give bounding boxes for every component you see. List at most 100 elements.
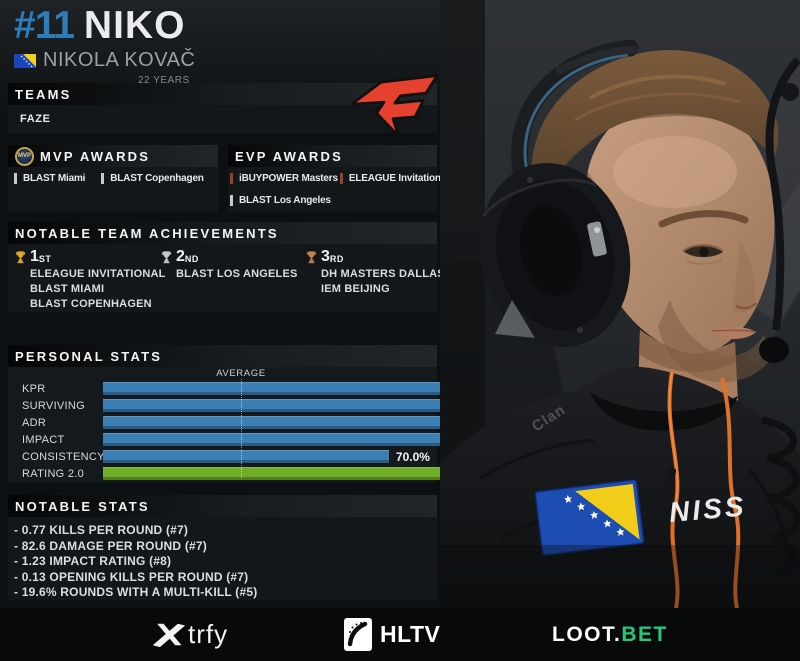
team-name: FAZE [20, 113, 51, 125]
microphone-boom [759, 57, 800, 363]
notable-stat-item: - 82.6 DAMAGE PER ROUND (#7) [14, 538, 207, 553]
coiled-cable [761, 416, 800, 576]
personal-stats-chart: AVERAGE KPR 0.77 SURVIVING 34.0% ADR 82.… [8, 367, 532, 482]
stat-row: SURVIVING 34.0% [8, 397, 498, 414]
place-number: 1 [30, 248, 39, 265]
stat-bar [103, 467, 454, 480]
teams-header: TEAMS [8, 83, 437, 105]
jersey-sponsor-text: NISS [668, 490, 748, 528]
place-number: 3 [321, 248, 330, 265]
mvp-award-item: BLAST Copenhagen [101, 173, 204, 184]
notable-stat-item: - 0.13 OPENING KILLS PER ROUND (#7) [14, 569, 249, 584]
teams-body: FAZE [8, 105, 437, 133]
player-hair [531, 50, 779, 200]
hltv-logo: HLTV [344, 608, 440, 661]
stat-label: CONSISTENCY [22, 450, 105, 463]
player-name-row: NIKOLA KOVAČ [14, 49, 195, 72]
evp-award-item: ELEAGUE Invitational [339, 173, 449, 184]
team-achievements-body: 1 ST ELEAGUE INVITATIONAL BLAST MIAMI BL… [8, 244, 445, 312]
stat-bar [103, 382, 502, 395]
player-rank: #11 [14, 4, 75, 47]
stat-label: ADR [22, 416, 47, 429]
team-achievements-title: NOTABLE TEAM ACHIEVEMENTS [15, 225, 279, 241]
achievement-rank: 2 ND [160, 249, 300, 265]
team-achievements-panel: NOTABLE TEAM ACHIEVEMENTS 1 ST ELEAGUE I… [8, 222, 445, 312]
notable-stat-item: - 0.77 KILLS PER ROUND (#7) [14, 523, 189, 537]
stat-row: CONSISTENCY 70.0% [8, 448, 437, 465]
stat-row: ADR 82.6 [8, 414, 487, 431]
stat-label: KPR [22, 382, 46, 395]
stat-row: IMPACT 1.23 [8, 431, 528, 448]
xtrfy-wordmark: trfy [188, 619, 229, 649]
mvp-awards-header: MVP MVP AWARDS [8, 145, 218, 167]
sponsor-footer: trfy HLTV LOOT.BET [0, 608, 800, 661]
average-label: AVERAGE [216, 368, 266, 379]
evp-awards-panel: EVP AWARDS iBUYPOWER Masters ELEAGUE Inv… [228, 145, 449, 212]
achievement-rank: 3 RD [305, 249, 435, 265]
xtrfy-x-icon [152, 623, 186, 648]
place-suffix: RD [329, 254, 344, 264]
lootbet-suffix: BET [621, 622, 668, 646]
achievement-group-3rd: 3 RD DH MASTERS DALLAS IEM BEIJING [305, 249, 445, 297]
player-real-name: NIKOLA KOVAČ [43, 49, 196, 71]
lootbet-prefix: LOOT. [552, 622, 622, 646]
xtrfy-logo: trfy [150, 608, 228, 661]
teams-panel: TEAMS FAZE [8, 74, 439, 138]
trophy-bronze-icon [306, 251, 317, 264]
hltv-wordmark: HLTV [380, 621, 441, 647]
stat-bar [103, 450, 389, 463]
achievement-rank: 1 ST [14, 249, 156, 265]
mvp-awards-panel: MVP MVP AWARDS BLAST Miami BLAST Copenha… [8, 145, 218, 212]
achievement-items: BLAST LOS ANGELES [176, 267, 300, 282]
personal-stats-panel: PERSONAL STATS AVERAGE KPR 0.77 SURVIVIN… [8, 345, 532, 482]
achievement-item: BLAST COPENHAGEN [30, 298, 152, 310]
notable-stat-item: - 1.23 IMPACT RATING (#8) [14, 554, 172, 568]
stat-bar [103, 399, 457, 412]
player-info-column: #11 NIKO NIKOLA KOVAČ 22 YEARS TEAMS FAZ… [8, 0, 532, 608]
stat-label: IMPACT [22, 433, 65, 446]
mvp-award-item: BLAST Miami [14, 173, 85, 184]
mvp-medal-text: MVP [17, 153, 31, 159]
stat-value: 70.0% [395, 449, 430, 464]
teams-title: TEAMS [15, 86, 72, 102]
player-title-row: #11 NIKO [14, 4, 195, 48]
place-suffix: ST [38, 254, 52, 264]
notable-stats-title: NOTABLE STATS [15, 498, 150, 514]
evp-awards-title: EVP AWARDS [235, 148, 343, 164]
evp-award-item: iBUYPOWER Masters [230, 173, 338, 184]
mvp-medal-icon: MVP [15, 146, 34, 166]
achievement-item: BLAST LOS ANGELES [176, 268, 298, 280]
evp-awards-row-2: BLAST Los Angeles [228, 190, 437, 211]
trophy-gold-icon [15, 251, 26, 264]
achievement-item: BLAST MIAMI [30, 283, 105, 295]
achievement-group-1st: 1 ST ELEAGUE INVITATIONAL BLAST MIAMI BL… [14, 249, 166, 312]
achievement-item: ELEAGUE INVITATIONAL [30, 268, 166, 280]
achievement-items: ELEAGUE INVITATIONAL BLAST MIAMI BLAST C… [30, 267, 166, 312]
stat-row: RATING 2.0 1.16 [8, 465, 484, 482]
achievement-items: DH MASTERS DALLAS IEM BEIJING [321, 267, 445, 297]
evp-award-item: BLAST Los Angeles [230, 195, 331, 206]
place-number: 2 [176, 248, 185, 265]
headphones [479, 39, 639, 347]
trophy-silver-icon [161, 251, 172, 264]
achievement-group-2nd: 2 ND BLAST LOS ANGELES [160, 249, 300, 282]
lootbet-logo: LOOT.BET [552, 608, 668, 661]
lootbet-wordmark: LOOT.BET [552, 623, 668, 647]
notable-stat-item: - 19.6% ROUNDS WITH A MULTI-KILL (#5) [14, 585, 258, 599]
stat-label: SURVIVING [22, 399, 86, 412]
mvp-awards-row: BLAST Miami BLAST Copenhagen [8, 168, 218, 189]
mvp-awards-title: MVP AWARDS [40, 148, 151, 164]
personal-stats-title: PERSONAL STATS [15, 348, 163, 364]
hltv-gauge-icon [344, 618, 372, 651]
player-header: #11 NIKO NIKOLA KOVAČ 22 YEARS [14, 4, 195, 86]
notable-stats-header: NOTABLE STATS [8, 495, 437, 517]
notable-stats-body: - 0.77 KILLS PER ROUND (#7) - 82.6 DAMAG… [8, 517, 437, 601]
player-photo-illustration: Clan [440, 0, 800, 608]
place-suffix: ND [184, 254, 199, 264]
evp-awards-header: EVP AWARDS [228, 145, 437, 167]
player-face [583, 98, 775, 383]
evp-awards-row-1: iBUYPOWER Masters ELEAGUE Invitational [228, 168, 449, 189]
achievement-item: IEM BEIJING [321, 283, 390, 295]
player-photo: Clan [440, 0, 800, 608]
stat-row: KPR 0.77 [8, 380, 532, 397]
